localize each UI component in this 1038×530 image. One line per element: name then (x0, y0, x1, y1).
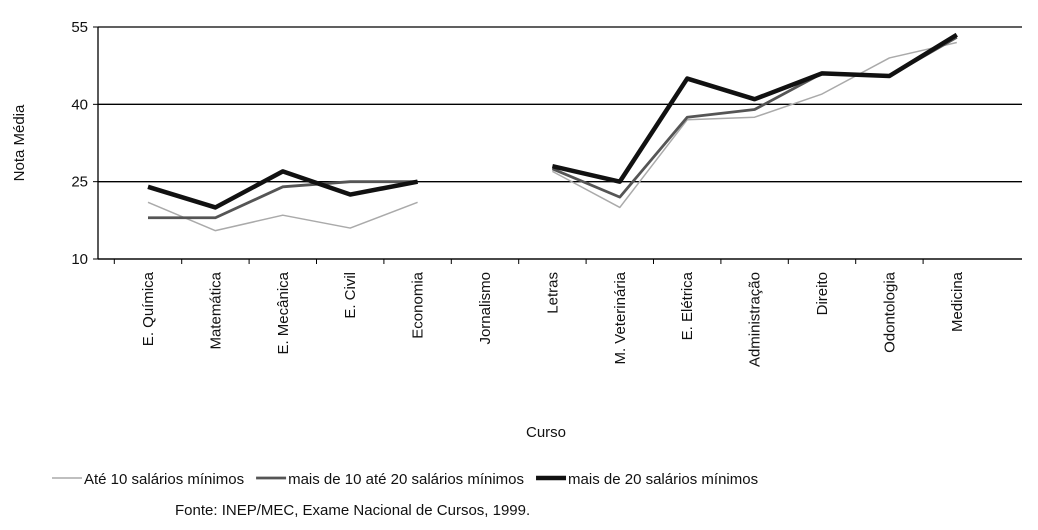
series-line (147, 32, 958, 210)
x-axis-label: Curso (526, 424, 566, 441)
x-tick-label: E. Química (140, 271, 157, 346)
x-tick-label: E. Mecânica (275, 271, 292, 354)
x-tick-label: Administração (747, 272, 764, 367)
x-tick-label: E. Civil (342, 272, 359, 319)
x-tick-label: Matemática (207, 271, 224, 349)
series-line (148, 36, 958, 220)
y-tick-label: 55 (71, 19, 88, 36)
legend-label: mais de 10 até 20 salários mínimos (288, 471, 524, 488)
x-tick-label: Jornalismo (477, 272, 494, 345)
x-tick-label: E. Elétrica (679, 271, 696, 340)
x-tick-label: Odontologia (881, 271, 898, 353)
x-tick-label: M. Veterinária (612, 271, 629, 364)
legend-label: Até 10 salários mínimos (84, 471, 244, 488)
y-axis-label: Nota Média (11, 104, 28, 181)
y-tick-label: 40 (71, 96, 88, 113)
series-line (147, 41, 957, 232)
legend-label: mais de 20 salários mínimos (568, 471, 758, 488)
y-tick-label: 25 (71, 174, 88, 191)
source: Fonte: INEP/MEC, Exame Nacional de Curso… (175, 502, 530, 519)
x-tick-label: Direito (814, 272, 831, 315)
x-tick-label: Medicina (949, 271, 966, 332)
x-tick-label: Economia (410, 271, 427, 338)
x-tick-label: Letras (544, 272, 561, 314)
y-tick-label: 10 (71, 251, 88, 268)
